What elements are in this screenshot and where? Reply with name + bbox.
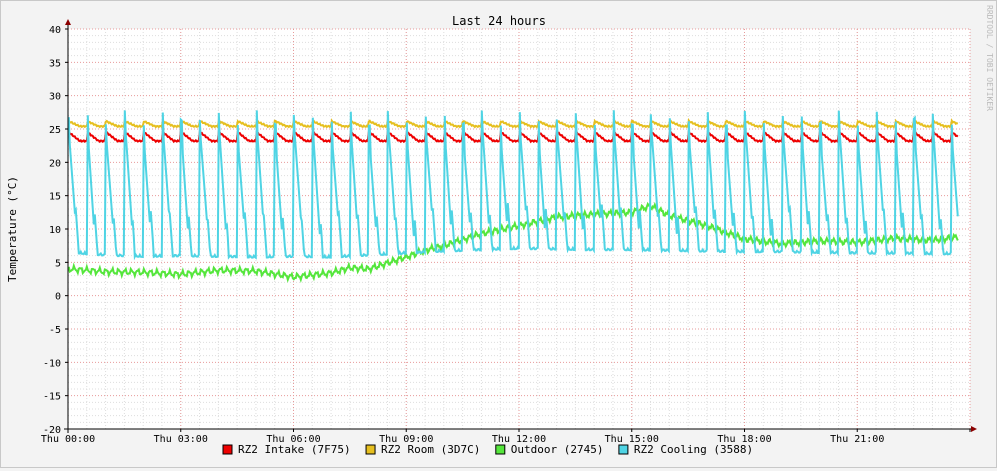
legend-item: RZ2 Cooling (3588) — [618, 443, 753, 456]
chart-title: Last 24 hours — [452, 14, 546, 28]
x-tick-labels: Thu 00:00 Thu 03:00 Thu 06:00 Thu 09:00 Thu … — [41, 434, 884, 445]
series-line-rz2-room-3d7c — [67, 117, 959, 130]
legend-swatch — [222, 444, 233, 455]
legend-swatch — [495, 444, 506, 455]
x-tick-label: Thu 03:00 — [154, 434, 208, 445]
y-tick-label: -20 — [43, 425, 61, 436]
x-tick-label: Thu 18:00 — [717, 434, 771, 445]
x-tick-label: Thu 09:00 — [379, 434, 433, 445]
axes — [64, 19, 977, 433]
legend-item: Outdoor (2745) — [495, 443, 604, 456]
y-tick-label: 10 — [49, 225, 61, 236]
y-axis-arrow — [65, 19, 71, 25]
x-axis-arrow — [971, 426, 977, 432]
watermark: RRDTOOL / TOBI OETIKER — [985, 5, 994, 111]
x-tick-label: Thu 06:00 — [266, 434, 320, 445]
y-tick-label: 0 — [55, 292, 61, 303]
series-line-rz2-cooling-3588 — [67, 110, 959, 261]
legend-label: RZ2 Intake (7F75) — [238, 443, 351, 456]
legend-label: RZ2 Cooling (3588) — [634, 443, 753, 456]
y-tick-label: 25 — [49, 125, 61, 136]
y-tick-label: 40 — [49, 25, 61, 36]
x-tick-label: Thu 21:00 — [830, 434, 884, 445]
y-tick-label: -15 — [43, 392, 61, 403]
series-group — [67, 110, 959, 283]
x-tick-label: Thu 00:00 — [41, 434, 95, 445]
series-line-outdoor-2745 — [67, 201, 959, 283]
y-tick-label: 20 — [49, 158, 61, 169]
legend-item: RZ2 Room (3D7C) — [365, 443, 480, 456]
legend-label: RZ2 Room (3D7C) — [381, 443, 480, 456]
x-tick-label: Thu 15:00 — [605, 434, 659, 445]
y-tick-label: -5 — [49, 325, 61, 336]
x-tick-label: Thu 12:00 — [492, 434, 546, 445]
y-axis-label: Temperature (°C) — [6, 176, 19, 282]
y-tick-label: 30 — [49, 92, 61, 103]
series-line-rz2-intake-7f75 — [67, 127, 959, 145]
legend-swatch — [365, 444, 376, 455]
legend-swatch — [618, 444, 629, 455]
y-tick-label: 5 — [55, 258, 61, 269]
y-tick-label: 35 — [49, 58, 61, 69]
legend: RZ2 Intake (7F75) RZ2 Room (3D7C) Outdoor … — [222, 443, 753, 456]
y-tick-label: -10 — [43, 358, 61, 369]
legend-item: RZ2 Intake (7F75) — [222, 443, 351, 456]
y-tick-labels: 40 35 30 25 20 15 10 5 0 -5 -10 -15 -20 — [43, 25, 61, 436]
y-tick-label: 15 — [49, 192, 61, 203]
legend-label: Outdoor (2745) — [511, 443, 604, 456]
